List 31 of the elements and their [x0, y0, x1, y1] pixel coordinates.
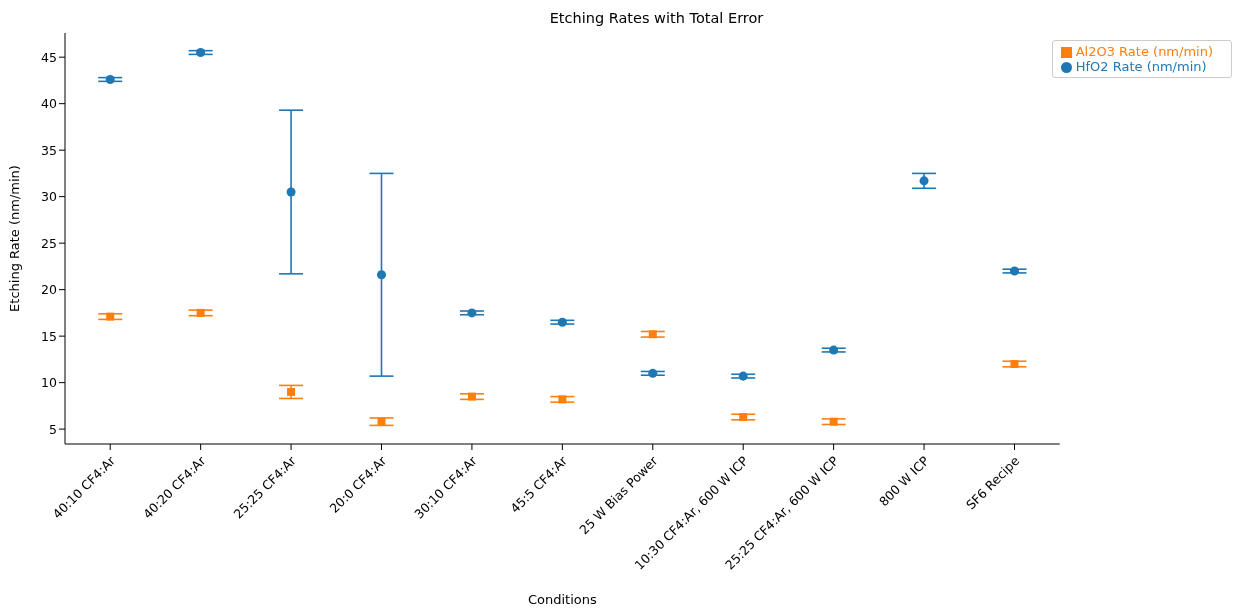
point	[739, 413, 748, 422]
y-tick-label: 5	[49, 421, 57, 437]
y-tick-label: 10	[41, 375, 58, 391]
point	[919, 176, 929, 186]
y-tick-label: 25	[41, 235, 57, 251]
point	[376, 270, 387, 280]
point	[1009, 266, 1019, 276]
point	[648, 330, 657, 339]
point	[196, 48, 206, 58]
y-tick-label: 45	[41, 49, 57, 65]
y-axis-title: Etching Rate (nm/min)	[6, 165, 22, 312]
point	[467, 392, 476, 401]
x-axis-title: Conditions	[527, 592, 597, 607]
point	[738, 371, 748, 381]
y-tick-label: 30	[41, 189, 58, 205]
y-tick-label: 20	[41, 282, 58, 298]
legend-label: Al2O3 Rate (nm/min)	[1075, 44, 1213, 59]
y-tick-label: 15	[41, 328, 57, 344]
x-tick-label: 800 W ICP	[875, 452, 933, 510]
point	[829, 345, 839, 355]
chart-title: Etching Rates with Total Error	[548, 10, 765, 26]
point	[467, 308, 477, 318]
point	[648, 368, 658, 378]
point	[105, 74, 115, 84]
y-tick-label: 35	[41, 142, 57, 158]
y-tick-label: 40	[41, 96, 58, 112]
point	[286, 187, 296, 197]
legend-label: HfO2 Rate (nm/min)	[1075, 59, 1207, 74]
point	[106, 312, 115, 321]
point	[557, 317, 567, 327]
point	[287, 387, 296, 396]
